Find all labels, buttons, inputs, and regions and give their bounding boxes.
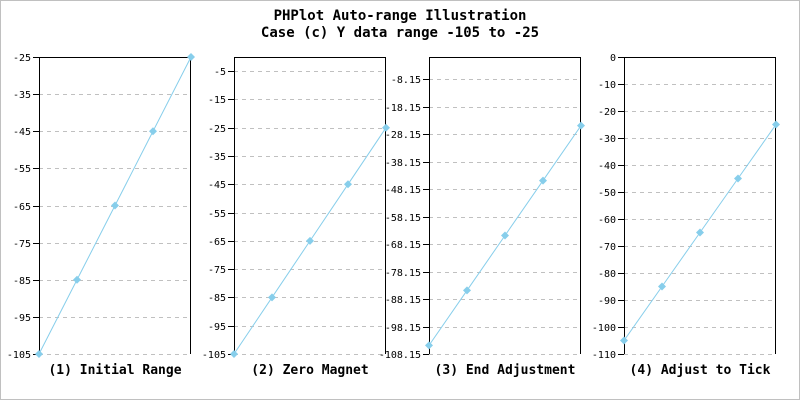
y-tick-label: -45 (13, 127, 31, 138)
y-tick-label: -5 (214, 67, 226, 78)
y-tick-label: -95 (13, 313, 31, 324)
y-tick-label: -8.15 (391, 75, 421, 86)
y-tick-label: -60 (598, 215, 616, 226)
subplot-3: -8.15 -18.15 -28.15 -38.15 -48.15 -58.15 -68.1… (379, 57, 585, 361)
y-tick-label: -65 (13, 202, 31, 213)
data-point-marker (306, 236, 314, 245)
plot-border (234, 57, 386, 354)
y-tick-label: -80 (598, 269, 616, 280)
y-tick-label: -20 (598, 107, 616, 118)
data-point-marker (382, 123, 390, 132)
subplot-1: -25 -35 -45 -55 -65 -75 -85 -95 -105 (7, 53, 195, 361)
subplot-4: 0 -10 -20 -30 -40 -50 -60 -70 -80 -90 -100 -110 (592, 53, 780, 361)
y-tick-label: -28.15 (385, 130, 421, 141)
plot-border (39, 57, 191, 354)
plot-border (624, 57, 776, 354)
y-tick-label: -30 (598, 134, 616, 145)
y-tick-label: -55 (208, 209, 226, 220)
y-tick-label: -100 (592, 323, 616, 334)
y-tick-label: -38.15 (385, 158, 421, 169)
data-point-marker (149, 127, 157, 136)
y-tick-label: -98.15 (385, 323, 421, 334)
y-tick-label: 0 (610, 53, 616, 64)
subplot-3-caption: (3) End Adjustment (434, 363, 576, 378)
y-tick-label: -48.15 (385, 185, 421, 196)
data-point-marker (501, 231, 509, 240)
data-point-marker (463, 286, 471, 295)
y-tick-label: -58.15 (385, 213, 421, 224)
data-point-marker (187, 53, 195, 61)
subplot-1-caption: (1) Initial Range (48, 363, 182, 378)
y-tick-label: -90 (598, 296, 616, 307)
data-point-marker (230, 350, 238, 358)
y-tick-label: -105 (7, 350, 31, 361)
y-tick-label: -68.15 (385, 240, 421, 251)
y-tick-label: -65 (208, 237, 226, 248)
y-tick-label: -78.15 (385, 268, 421, 279)
y-tick-label: -45 (208, 180, 226, 191)
data-point-marker (73, 275, 81, 284)
y-tick-label: -10 (598, 80, 616, 91)
data-point-marker (268, 293, 276, 302)
data-point-marker (344, 180, 352, 189)
y-tick-label: -35 (208, 152, 226, 163)
y-tick-label: -88.15 (385, 295, 421, 306)
chart-title: PHPlot Auto-range Illustration (273, 8, 527, 24)
y-tick-label: -25 (208, 124, 226, 135)
data-point-marker (734, 174, 742, 183)
y-tick-label: -35 (13, 90, 31, 101)
y-tick-label: -105 (202, 350, 226, 361)
y-tick-label: -55 (13, 164, 31, 175)
data-point-marker (111, 201, 119, 210)
y-tick-label: -85 (13, 276, 31, 287)
plot-border (429, 57, 581, 354)
data-point-marker (620, 336, 628, 345)
y-tick-label: -108.15 (379, 350, 421, 361)
y-tick-label: -85 (208, 293, 226, 304)
data-point-marker (539, 176, 547, 185)
y-tick-label: -95 (208, 322, 226, 333)
y-tick-label: -110 (592, 350, 616, 361)
y-tick-label: -15 (208, 95, 226, 106)
chart-subtitle: Case (c) Y data range -105 to -25 (260, 25, 540, 41)
data-point-marker (577, 121, 585, 130)
y-tick-label: -75 (13, 239, 31, 250)
y-tick-label: -40 (598, 161, 616, 172)
y-tick-label: -18.15 (385, 103, 421, 114)
data-point-marker (772, 120, 780, 129)
y-tick-label: -25 (13, 53, 31, 64)
subplot-4-caption: (4) Adjust to Tick (629, 363, 771, 378)
subplot-2: -5 -15 -25 -35 -45 -55 -65 -75 -85 -95 -105 (202, 57, 390, 361)
subplot-2-caption: (2) Zero Magnet (251, 363, 369, 378)
y-tick-label: -75 (208, 265, 226, 276)
data-point-marker (658, 282, 666, 291)
data-point-marker (425, 341, 433, 350)
data-point-marker (35, 350, 43, 358)
y-tick-label: -50 (598, 188, 616, 199)
data-point-marker (696, 228, 704, 237)
y-tick-label: -70 (598, 242, 616, 253)
